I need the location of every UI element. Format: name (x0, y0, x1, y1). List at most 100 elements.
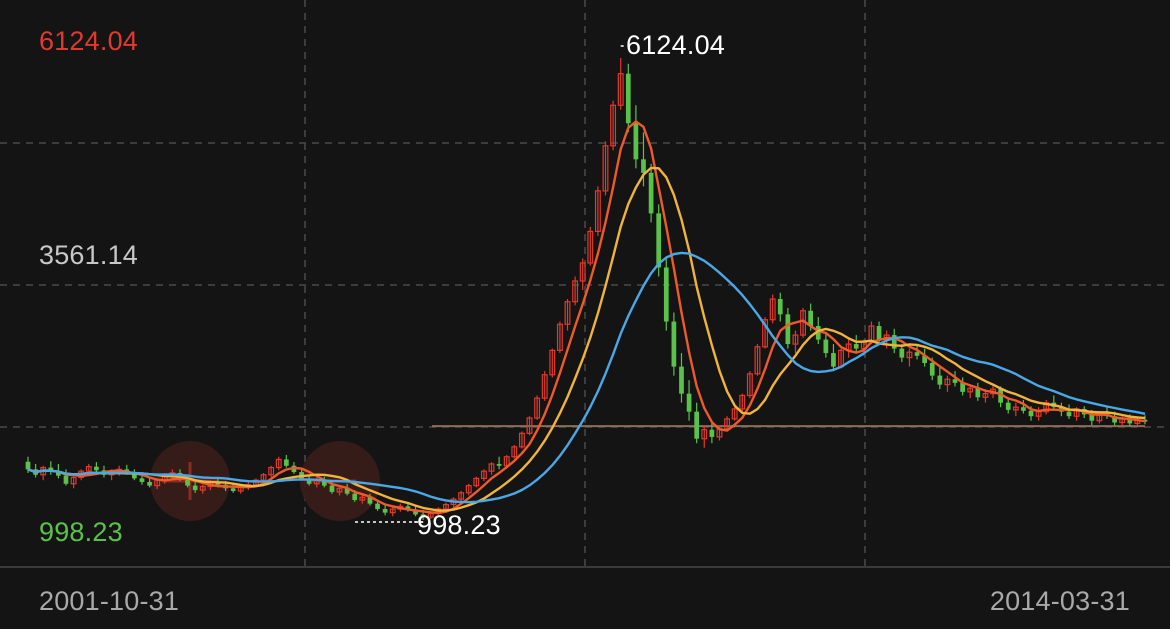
moving-average-line-1 (27, 120, 1146, 514)
candle-body (260, 474, 267, 481)
candle-body (792, 334, 799, 345)
x-start-label: 2001-10-31 (39, 586, 180, 616)
candle-body (549, 349, 556, 376)
candle-body (754, 346, 761, 375)
candle-body (899, 348, 905, 358)
candle-body (831, 353, 836, 367)
candle-body (663, 267, 669, 322)
candle-body (526, 417, 533, 434)
candle-body (458, 492, 465, 500)
candle-body (230, 488, 236, 491)
candle-body (344, 488, 350, 494)
candle-body (610, 104, 617, 147)
x-end-label: 2014-03-31 (989, 586, 1130, 616)
candle-body (359, 496, 366, 501)
candle-body (56, 471, 61, 476)
candle-body (633, 123, 639, 160)
candle-body (1012, 406, 1019, 411)
candle-body (275, 458, 282, 469)
candle-body (389, 508, 396, 514)
candle-body (473, 477, 480, 487)
candle-body (442, 503, 449, 510)
candle-body (579, 262, 586, 282)
candle-body (382, 509, 388, 513)
candle-body (815, 326, 821, 340)
candle-body (891, 335, 897, 349)
candle-body (952, 379, 958, 383)
candle-body (1043, 402, 1050, 413)
candle-body (63, 475, 69, 484)
candle-body (906, 351, 913, 359)
candle-body (617, 73, 624, 106)
candle-body (556, 323, 563, 351)
candle-body (70, 476, 77, 485)
candle-body (518, 432, 525, 448)
candle-body (724, 418, 731, 430)
candle-body (306, 478, 312, 484)
candle-body (876, 326, 882, 340)
candle-body (709, 429, 715, 437)
candle-body (405, 506, 411, 510)
candle-body (147, 481, 152, 486)
candle-body (808, 310, 814, 327)
candle-body (625, 73, 631, 124)
candle-body (564, 301, 571, 325)
candle-body (488, 463, 495, 472)
candle-body (94, 466, 99, 471)
moving-average-line-2 (27, 166, 1146, 512)
candle-body (671, 321, 677, 367)
candle-body (686, 393, 692, 412)
candle-body (572, 280, 579, 303)
candle-body (960, 382, 965, 392)
candle-body (998, 389, 1003, 403)
candle-body (268, 466, 275, 476)
candle-body (413, 509, 418, 515)
candle-body (1021, 407, 1026, 411)
candle-body (85, 466, 92, 472)
candle-body (641, 159, 646, 173)
y-max-label: 6124.04 (39, 26, 138, 56)
candle-body (1066, 411, 1072, 417)
candle-body (283, 459, 289, 466)
candle-body (480, 470, 487, 479)
candle-body (215, 482, 221, 485)
candle-body (853, 344, 859, 349)
candle-body (496, 463, 502, 466)
candle-body (336, 487, 343, 493)
candle-body (48, 467, 54, 472)
candle-body (944, 378, 951, 386)
candle-body (199, 485, 206, 491)
candle-body (823, 339, 829, 354)
candle-body (967, 387, 974, 393)
candle-body (534, 397, 541, 419)
candle-body (937, 375, 943, 385)
candle-body (785, 314, 791, 345)
candle-body (465, 484, 472, 494)
candle-body (769, 298, 776, 321)
candle-body (929, 363, 935, 376)
candle-body (1005, 402, 1011, 410)
candle-body (427, 512, 434, 518)
candle-body (914, 352, 920, 356)
candle-body (648, 172, 654, 214)
candle-body (739, 394, 746, 410)
candle-body (352, 493, 358, 501)
candle-body (587, 230, 594, 264)
candle-body (701, 429, 708, 440)
high-annotation: 6124.04 (626, 30, 725, 60)
candle-body (746, 373, 753, 397)
candle-body (1127, 418, 1133, 424)
y-mid-label: 3561.14 (39, 240, 138, 270)
candle-body (762, 319, 769, 348)
moving-average-line-3 (27, 251, 1146, 504)
candle-body (602, 145, 609, 192)
candle-body (192, 485, 198, 491)
candle-body (321, 480, 327, 486)
candle-body (375, 503, 380, 510)
candle-body (656, 213, 662, 268)
candle-body (367, 497, 373, 504)
candle-body (420, 514, 426, 518)
candle-body (982, 393, 989, 398)
